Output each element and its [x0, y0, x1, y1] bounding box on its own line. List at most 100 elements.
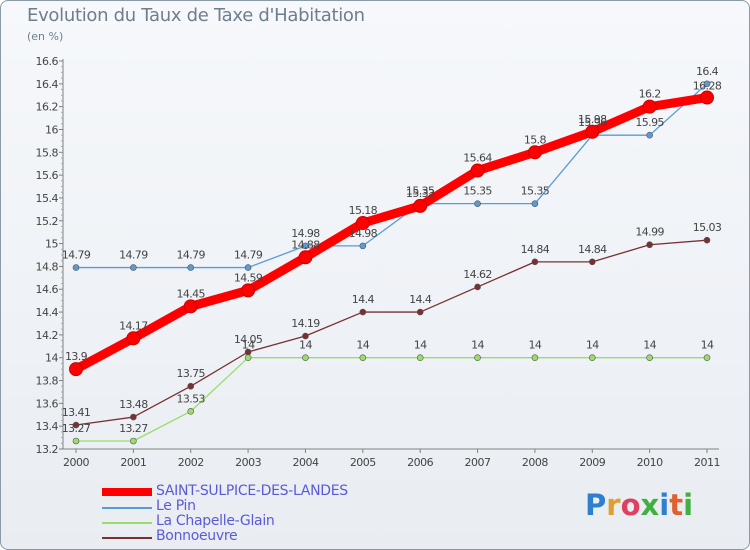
- data-point: [244, 264, 252, 271]
- data-point: [130, 413, 137, 421]
- data-label: 15.35: [463, 185, 492, 198]
- legend-label: La Chapelle-Glain: [156, 513, 275, 529]
- logo-letter: r: [606, 488, 621, 522]
- data-point: [470, 163, 485, 178]
- data-label: 16.2: [639, 88, 661, 101]
- data-label: 14.17: [119, 319, 148, 332]
- data-point: [416, 308, 424, 316]
- data-label: 15.8: [524, 133, 547, 146]
- data-label: 14.62: [463, 268, 492, 281]
- data-point: [642, 99, 657, 114]
- data-label: 14: [643, 339, 656, 352]
- y-tick-label: 14.6: [36, 283, 59, 296]
- x-tick-label: 2008: [522, 456, 548, 469]
- proxiti-logo: Proxiti: [585, 488, 693, 522]
- y-tick-label: 15.8: [36, 146, 59, 159]
- data-point: [302, 332, 309, 340]
- data-label: 15.03: [693, 221, 722, 234]
- data-label: 14.79: [234, 249, 263, 262]
- data-label: 15.64: [463, 152, 492, 165]
- data-point: [531, 354, 539, 362]
- data-point: [130, 264, 137, 271]
- x-tick-label: 2007: [465, 456, 491, 469]
- data-label: 15.96: [578, 116, 607, 129]
- y-tick-label: 13.4: [36, 420, 59, 433]
- series-line-1: [75, 83, 708, 269]
- data-label: 14: [529, 339, 542, 352]
- data-point: [646, 131, 653, 139]
- x-tick-label: 2004: [292, 456, 318, 469]
- data-point: [126, 331, 141, 346]
- data-point: [359, 308, 367, 316]
- legend-label: Bonnoeuvre: [156, 528, 238, 544]
- y-tick-label: 13.2: [36, 443, 59, 456]
- data-point: [646, 241, 653, 249]
- data-point: [72, 437, 80, 445]
- data-label: 15.98: [578, 113, 607, 126]
- logo-letter: x: [640, 488, 660, 522]
- data-point: [588, 258, 596, 266]
- data-point: [588, 354, 596, 362]
- data-label: 15.35: [406, 185, 435, 198]
- data-point: [241, 283, 256, 298]
- data-label: 14.98: [291, 227, 320, 240]
- data-point: [302, 242, 309, 250]
- legend-swatch: [102, 507, 152, 509]
- x-tick-label: 2011: [694, 456, 720, 469]
- legend-swatch: [102, 488, 152, 496]
- data-point: [359, 354, 367, 362]
- y-tick-label: 16: [45, 123, 58, 136]
- x-tick-label: 2010: [637, 456, 663, 469]
- x-tick-label: 2003: [235, 456, 261, 469]
- x-tick-label: 2005: [350, 456, 376, 469]
- y-tick-label: 14: [45, 352, 58, 365]
- data-point: [183, 299, 198, 314]
- data-point: [703, 80, 711, 88]
- data-point: [72, 421, 80, 429]
- data-point: [703, 236, 711, 244]
- data-point: [527, 145, 542, 160]
- x-tick-label: 2002: [178, 456, 204, 469]
- data-label: 13.53: [176, 392, 205, 405]
- series-line-0: [71, 93, 712, 374]
- y-tick-label: 16.4: [36, 78, 59, 91]
- logo-letter: t: [669, 488, 684, 522]
- data-point: [72, 264, 80, 271]
- y-tick-label: 14.8: [36, 260, 59, 273]
- x-tick-label: 2000: [63, 456, 89, 469]
- data-point: [700, 90, 714, 105]
- data-point: [69, 362, 83, 377]
- data-label: 16.28: [693, 80, 722, 93]
- data-point: [359, 242, 367, 250]
- data-label: 14.45: [176, 287, 205, 300]
- data-point: [646, 354, 653, 362]
- data-point: [474, 283, 481, 291]
- series-line-2: [75, 357, 708, 442]
- data-label: 14: [242, 339, 255, 352]
- data-label: 15.18: [349, 204, 378, 217]
- logo-letter: P: [585, 488, 607, 522]
- data-label: 14.59: [234, 271, 263, 284]
- data-point: [703, 354, 711, 362]
- data-label: 14.4: [409, 293, 432, 306]
- legend-label: SAINT-SULPICE-DES-LANDES: [156, 483, 348, 499]
- data-point: [302, 354, 309, 362]
- unit-label: (en %): [27, 30, 64, 43]
- data-label: 14: [299, 339, 312, 352]
- logo-letter: i: [683, 488, 694, 522]
- data-label: 14.19: [291, 317, 320, 330]
- data-label: 14: [586, 339, 599, 352]
- chart-title: Evolution du Taux de Taxe d'Habitation: [27, 5, 365, 26]
- legend-swatch: [102, 537, 152, 539]
- data-point: [355, 216, 370, 231]
- data-label: 13.41: [62, 406, 91, 419]
- data-label: 13.75: [176, 367, 205, 380]
- data-label: 14.84: [521, 243, 550, 256]
- x-tick-label: 2001: [120, 456, 146, 469]
- data-label: 13.48: [119, 398, 148, 411]
- x-tick-label: 2009: [579, 456, 605, 469]
- data-label: 14.98: [349, 227, 378, 240]
- data-label: 13.9: [65, 350, 88, 363]
- data-point: [413, 198, 428, 213]
- series-line-3: [75, 239, 708, 426]
